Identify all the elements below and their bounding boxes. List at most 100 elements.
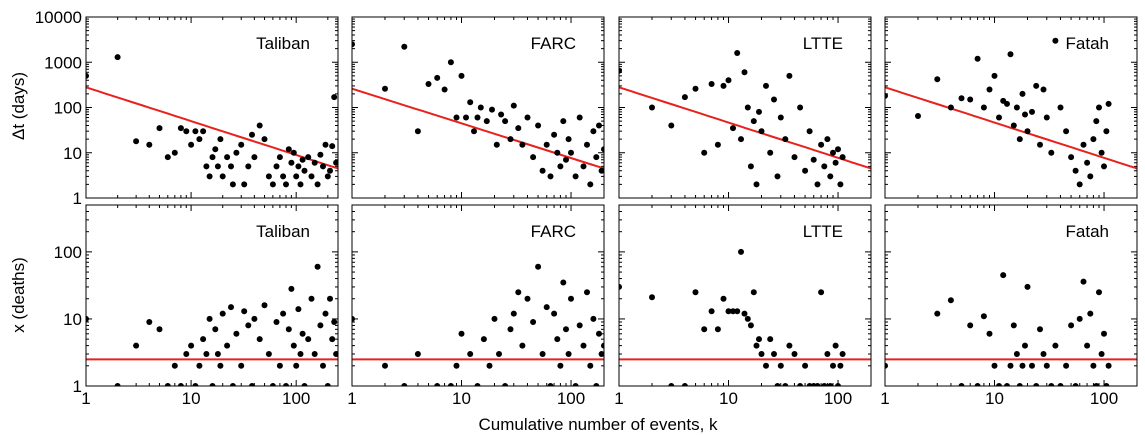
data-point: [1004, 383, 1010, 386]
data-point: [209, 154, 216, 161]
data-point: [297, 181, 304, 188]
data-point: [827, 383, 834, 386]
data-point: [171, 149, 178, 156]
data-point: [560, 118, 567, 125]
data-point: [802, 167, 809, 174]
data-point: [265, 173, 272, 180]
data-point: [491, 315, 498, 322]
data-point: [806, 128, 813, 135]
data-point: [1040, 351, 1047, 357]
data-point: [1063, 362, 1070, 369]
data-point: [758, 128, 765, 135]
data-point: [668, 122, 675, 129]
data-point: [1098, 149, 1105, 156]
data-point: [734, 308, 741, 315]
data-point: [86, 315, 89, 322]
data-point: [425, 81, 432, 87]
data-point: [596, 330, 602, 337]
data-point: [245, 322, 252, 329]
data-point: [458, 72, 465, 79]
axes-frame: [85, 16, 339, 199]
data-point: [382, 362, 388, 369]
data-point: [1048, 149, 1055, 156]
data-point: [1087, 173, 1094, 180]
data-point: [986, 86, 993, 93]
data-point: [467, 351, 474, 357]
data-point: [1016, 136, 1023, 143]
data-point: [249, 131, 255, 138]
data-point: [293, 173, 300, 180]
data-point: [547, 383, 554, 386]
data-point: [593, 383, 600, 386]
data-point: [502, 118, 509, 125]
data-point: [1007, 362, 1014, 369]
data-point: [1098, 351, 1105, 357]
data-point: [510, 310, 517, 317]
y-tick-label: 10: [63, 310, 82, 329]
data-point: [1048, 383, 1055, 386]
data-point: [515, 125, 522, 132]
x-tick-label: 10: [985, 389, 1004, 408]
data-point: [224, 342, 231, 349]
data-point: [352, 315, 355, 322]
data-point: [324, 383, 331, 386]
y-tick-label: 10: [63, 144, 82, 163]
data-point: [333, 159, 338, 166]
data-point: [229, 383, 236, 386]
data-point: [156, 326, 163, 333]
data-point: [750, 118, 757, 125]
data-point: [317, 151, 324, 158]
data-point: [447, 59, 454, 66]
data-point: [535, 122, 542, 129]
panel-4: Taliban 1 10 100 1 10 100: [54, 204, 339, 408]
data-point: [214, 351, 221, 357]
data-point: [114, 383, 121, 386]
data-point: [519, 342, 526, 349]
x-tick-label: 100: [282, 389, 310, 408]
data-point: [238, 141, 245, 148]
y-tick-label: 1: [73, 189, 82, 208]
data-point: [285, 146, 292, 153]
data-point: [619, 283, 622, 290]
data-point: [1057, 383, 1064, 386]
data-point: [283, 181, 289, 188]
data-point: [251, 154, 258, 161]
x-tick-label: 1: [347, 389, 356, 408]
data-point: [744, 104, 751, 111]
data-point: [320, 362, 326, 369]
data-point: [554, 336, 561, 343]
data-point: [322, 310, 329, 317]
data-point: [974, 55, 981, 62]
data-point: [598, 351, 604, 357]
data-point: [1084, 159, 1091, 166]
data-point: [539, 167, 546, 174]
data-point: [837, 362, 844, 369]
data-point: [524, 295, 531, 302]
data-point: [308, 173, 315, 180]
data-point: [1019, 90, 1026, 97]
data-point: [753, 342, 760, 349]
data-point: [791, 351, 798, 357]
panel-title: Fatah: [1066, 222, 1109, 241]
data-point: [1016, 383, 1023, 386]
data-point: [233, 330, 240, 337]
data-point: [493, 141, 500, 148]
data-point: [290, 342, 297, 349]
data-point: [1033, 82, 1040, 89]
panel-title: FARC: [531, 222, 576, 241]
fit-line: [86, 86, 338, 170]
data-point: [543, 141, 550, 148]
data-point: [314, 263, 321, 270]
data-point: [196, 136, 203, 143]
data-point: [934, 310, 941, 317]
data-point: [1101, 163, 1107, 170]
data-point: [188, 141, 195, 148]
data-point: [327, 167, 333, 174]
data-point: [256, 122, 263, 129]
data-point: [771, 96, 777, 103]
data-point: [668, 383, 675, 386]
data-point: [458, 330, 465, 337]
data-point: [824, 351, 831, 357]
data-point: [701, 326, 708, 333]
data-point: [261, 302, 268, 309]
